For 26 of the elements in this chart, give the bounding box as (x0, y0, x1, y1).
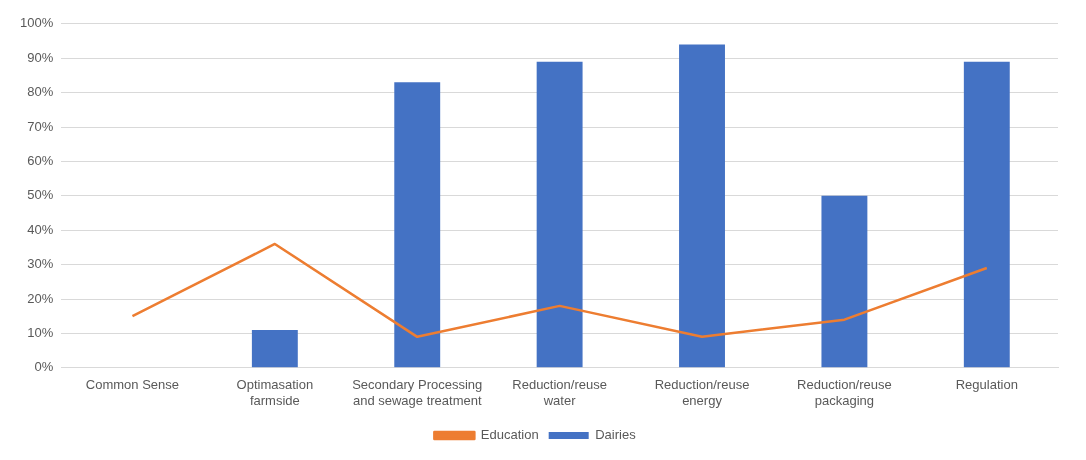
x-tick-label: Secondary Processing and sewage treatment (352, 377, 483, 408)
legend-label: Dairies (595, 427, 637, 443)
bar (251, 329, 298, 368)
bar (536, 61, 583, 368)
bar (679, 44, 725, 368)
y-tick-label: 50% (27, 187, 54, 203)
y-tick-label: 60% (27, 152, 54, 168)
bar (963, 61, 1010, 368)
y-tick-label: 0% (34, 359, 54, 375)
bar (394, 82, 441, 368)
y-tick-label: 80% (27, 84, 54, 100)
y-tick-label: 70% (27, 118, 54, 134)
y-tick-label: 10% (27, 324, 54, 340)
bar (821, 195, 868, 368)
y-tick-label: 100% (20, 15, 54, 31)
y-tick-label: 20% (27, 290, 54, 306)
y-tick-label: 30% (27, 256, 54, 272)
x-tick-label: Reduction/reuse water (512, 377, 607, 408)
legend-label: Education (480, 427, 539, 443)
x-tick-label: Optimasation farmside (236, 377, 314, 408)
x-tick-label: Common Sense (85, 377, 180, 393)
x-tick-label: Regulation (955, 377, 1018, 393)
x-tick-label: Reduction/reuse energy (654, 377, 750, 408)
y-tick-label: 90% (27, 49, 54, 65)
x-tick-label: Reduction/reuse packaging (797, 377, 892, 408)
y-tick-label: 40% (27, 221, 54, 237)
